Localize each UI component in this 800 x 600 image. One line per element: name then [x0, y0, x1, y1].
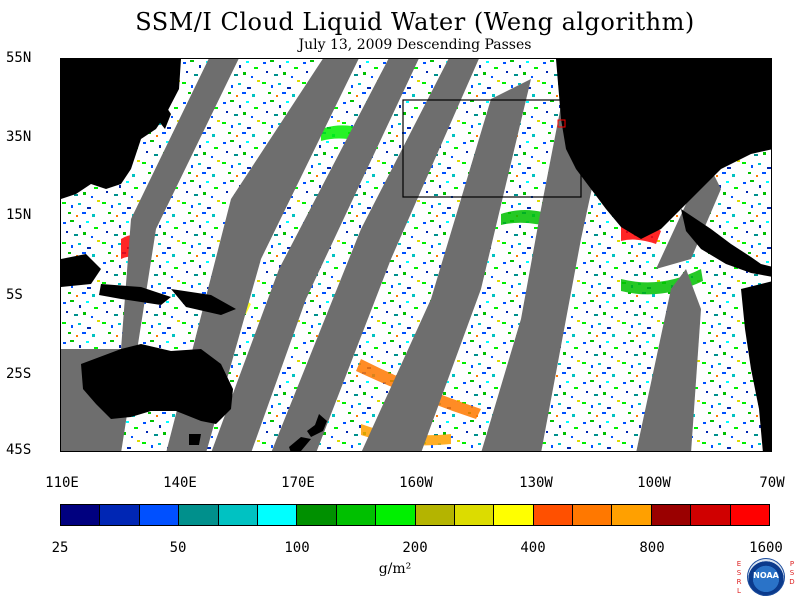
- color-scale-cell-0: [61, 505, 101, 525]
- scale-label-25: 25: [51, 540, 69, 556]
- color-scale-cell-11: [494, 505, 534, 525]
- lat-label-25s: 25S: [6, 366, 32, 382]
- color-scale-cell-10: [454, 505, 495, 525]
- lon-label-100w: 100W: [637, 475, 671, 491]
- color-scale-cell-16: [691, 505, 731, 525]
- scale-label-50: 50: [169, 540, 187, 556]
- color-scale-cell-7: [336, 505, 377, 525]
- color-scale-cell-9: [415, 505, 455, 525]
- noaa-seal-icon: NOAA: [747, 558, 785, 596]
- scale-label-1600: 1600: [749, 540, 783, 556]
- scale-label-400: 400: [520, 540, 546, 556]
- cloud-water-map: [61, 59, 771, 451]
- color-scale-cell-1: [100, 505, 140, 525]
- chart-subtitle: July 13, 2009 Descending Passes: [298, 37, 532, 53]
- map-panel: [60, 58, 772, 452]
- color-scale-cell-13: [573, 505, 613, 525]
- color-scale-cell-3: [179, 505, 219, 525]
- lon-label-140e: 140E: [163, 475, 197, 491]
- lon-label-160w: 160W: [399, 475, 433, 491]
- lat-label-55n: 55N: [6, 50, 32, 66]
- lon-label-70w: 70W: [759, 475, 785, 491]
- color-scale-cell-12: [533, 505, 574, 525]
- color-scale-cell-14: [612, 505, 652, 525]
- color-scale-cell-5: [257, 505, 298, 525]
- lon-label-130w: 130W: [519, 475, 553, 491]
- scale-label-800: 800: [639, 540, 665, 556]
- lat-label-45s: 45S: [6, 442, 32, 458]
- units-label: g/m²: [378, 561, 412, 577]
- location-marker: [557, 119, 566, 128]
- color-scale-cell-17: [730, 505, 770, 525]
- scale-label-200: 200: [402, 540, 428, 556]
- lon-label-170e: 170E: [281, 475, 315, 491]
- lon-label-110e: 110E: [45, 475, 79, 491]
- color-scale-cell-4: [218, 505, 258, 525]
- lat-label-15n: 15N: [6, 207, 32, 223]
- lat-label-5s: 5S: [6, 287, 23, 303]
- land-masses: [61, 59, 771, 451]
- chart-title: SSM/I Cloud Liquid Water (Weng algorithm…: [135, 8, 695, 36]
- color-scale-cell-2: [139, 505, 180, 525]
- color-scale-cell-15: [651, 505, 692, 525]
- color-scale-bar: [60, 504, 770, 526]
- lat-label-35n: 35N: [6, 129, 32, 145]
- scale-label-100: 100: [284, 540, 310, 556]
- color-scale-cell-6: [297, 505, 337, 525]
- region-box: [402, 99, 582, 198]
- color-scale-cell-8: [376, 505, 416, 525]
